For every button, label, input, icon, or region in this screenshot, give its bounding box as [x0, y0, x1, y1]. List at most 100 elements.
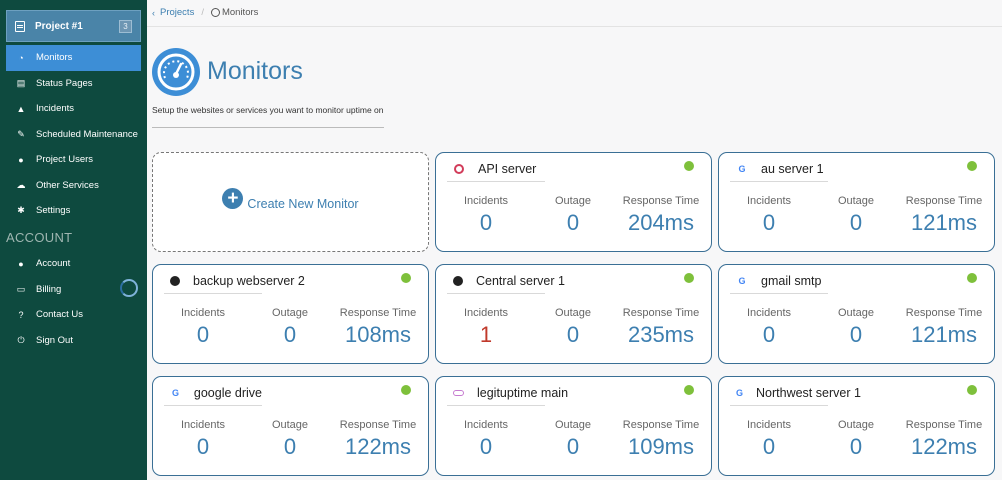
- sidebar-item-sign-out[interactable]: ⏻ Sign Out: [6, 328, 141, 354]
- page-title: Monitors: [207, 57, 303, 85]
- stat-label: Response Time: [905, 195, 983, 207]
- api-icon: [453, 163, 465, 175]
- stat-label: Incidents: [463, 195, 509, 207]
- stat-value: 0: [196, 434, 210, 459]
- stat-label: Outage: [837, 195, 875, 207]
- dashboard-icon: ◔: [18, 52, 24, 63]
- sidebar-item-label: Incidents: [36, 103, 75, 115]
- sidebar-item-settings[interactable]: ✱ Settings: [6, 198, 141, 224]
- dashboard-icon: [210, 8, 220, 17]
- monitor-card-header: Central server 1: [447, 268, 565, 294]
- google-icon: G: [736, 387, 744, 398]
- monitor-card-header: backup webserver 2: [164, 268, 305, 294]
- monitor-card-header: legituptime main: [447, 380, 568, 406]
- stat-incidents: Incidents 0: [436, 195, 536, 236]
- sidebar-item-scheduled-maintenance[interactable]: ✎ Scheduled Maintenance: [6, 122, 141, 148]
- project-selector[interactable]: Project #1 3: [6, 10, 141, 42]
- stat-outage: Outage 0: [253, 307, 327, 348]
- cloud-icon: ☁: [16, 179, 26, 190]
- stat-label: Incidents: [746, 419, 792, 431]
- monitor-name: google drive: [193, 385, 262, 400]
- status-indicator: [684, 273, 694, 283]
- monitor-card-header: G au server 1: [730, 156, 828, 182]
- stat-response-time: Response Time 109ms: [606, 419, 716, 460]
- stat-value: 0: [762, 322, 776, 347]
- stat-response-time: Response Time 121ms: [889, 195, 999, 236]
- sidebar-item-other-services[interactable]: ☁ Other Services: [6, 173, 141, 199]
- monitor-card[interactable]: backup webserver 2 Incidents 0 Outage 0 Re…: [152, 264, 429, 364]
- stat-value: 0: [479, 210, 493, 235]
- speedometer-icon: [152, 48, 200, 96]
- monitor-card-header: G Northwest server 1: [730, 380, 861, 406]
- stat-value: 0: [849, 434, 863, 459]
- google-icon: G: [738, 163, 746, 174]
- users-icon: ●: [18, 154, 24, 165]
- monitor-card-header: API server: [447, 156, 545, 182]
- stat-value: 1: [479, 322, 493, 347]
- stat-label: Outage: [271, 307, 309, 319]
- gear-icon: ✱: [17, 205, 25, 216]
- stat-value: 0: [283, 434, 297, 459]
- sidebar: Project #1 3 ◔ Monitors ▤ Status Pages ▲…: [0, 0, 147, 480]
- stat-label: Outage: [837, 419, 875, 431]
- stat-outage: Outage 0: [536, 307, 610, 348]
- stat-response-time: Response Time 235ms: [606, 307, 716, 348]
- sidebar-item-label: Billing: [36, 283, 62, 295]
- monitor-card[interactable]: API server Incidents 0 Outage 0 Response T…: [435, 152, 712, 252]
- sidebar-item-label: Monitors: [36, 52, 73, 64]
- monitor-card[interactable]: G gmail smtp Incidents 0 Outage 0 Response…: [718, 264, 995, 364]
- stat-value: 109ms: [627, 434, 695, 459]
- sidebar-item-status-pages[interactable]: ▤ Status Pages: [6, 71, 141, 97]
- stat-value: 122ms: [344, 434, 412, 459]
- sidebar-item-billing[interactable]: ▭ Billing: [6, 277, 141, 303]
- sidebar-item-label: Status Pages: [36, 77, 93, 89]
- monitor-card[interactable]: legituptime main Incidents 0 Outage 0 Resp…: [435, 376, 712, 476]
- status-indicator: [967, 161, 977, 171]
- globe-icon: [453, 275, 463, 287]
- sidebar-item-project-users[interactable]: ● Project Users: [6, 147, 141, 173]
- sidebar-item-incidents[interactable]: ▲ Incidents: [6, 96, 141, 122]
- sidebar-item-contact-us[interactable]: ? Contact Us: [6, 302, 141, 328]
- stat-label: Response Time: [339, 419, 417, 431]
- user-icon: ●: [18, 258, 24, 269]
- stat-value: 0: [283, 322, 297, 347]
- monitor-card[interactable]: G au server 1 Incidents 0 Outage 0 Respons…: [718, 152, 995, 252]
- monitor-card[interactable]: G Northwest server 1 Incidents 0 Outage 0 …: [718, 376, 995, 476]
- sidebar-item-account[interactable]: ● Account: [6, 251, 141, 277]
- monitor-card[interactable]: Central server 1 Incidents 1 Outage 0 Resp…: [435, 264, 712, 364]
- stat-label: Outage: [554, 195, 592, 207]
- sidebar-item-label: Other Services: [36, 179, 99, 191]
- sidebar-item-label: Contact Us: [36, 309, 83, 321]
- chevron-left-icon: ‹: [152, 7, 155, 18]
- sidebar-item-label: Project Users: [36, 154, 94, 166]
- stat-incidents: Incidents 0: [719, 419, 819, 460]
- stat-value: 0: [849, 322, 863, 347]
- page-subtitle: Setup the websites or services you want …: [152, 105, 384, 115]
- loading-spinner-icon: [120, 279, 138, 297]
- stat-value: 121ms: [910, 210, 978, 235]
- monitor-card[interactable]: G google drive Incidents 0 Outage 0 Respon…: [152, 376, 429, 476]
- stat-label: Outage: [837, 307, 875, 319]
- monitor-name: Northwest server 1: [756, 385, 861, 400]
- stat-incidents: Incidents 0: [719, 307, 819, 348]
- stat-response-time: Response Time 121ms: [889, 307, 999, 348]
- create-monitor-card[interactable]: + Create New Monitor: [152, 152, 429, 252]
- monitor-name: backup webserver 2: [193, 273, 305, 288]
- stat-response-time: Response Time 108ms: [323, 307, 433, 348]
- stat-label: Response Time: [339, 307, 417, 319]
- header-divider: [147, 26, 1002, 27]
- breadcrumb: ‹ Projects / Monitors: [152, 7, 258, 18]
- status-indicator: [401, 385, 411, 395]
- stat-label: Response Time: [905, 419, 983, 431]
- status-indicator: [684, 161, 694, 171]
- sidebar-item-monitors[interactable]: ◔ Monitors: [6, 45, 141, 71]
- sidebar-item-label: Sign Out: [36, 334, 73, 346]
- globe-icon: [170, 275, 180, 287]
- main-nav: ◔ Monitors ▤ Status Pages ▲ Incidents ✎ …: [6, 45, 141, 224]
- link-icon: [453, 387, 464, 399]
- breadcrumb-projects-link[interactable]: Projects: [160, 7, 195, 18]
- stat-label: Incidents: [463, 307, 509, 319]
- status-indicator: [967, 273, 977, 283]
- stat-label: Response Time: [622, 307, 700, 319]
- monitor-card-header: G google drive: [164, 380, 262, 406]
